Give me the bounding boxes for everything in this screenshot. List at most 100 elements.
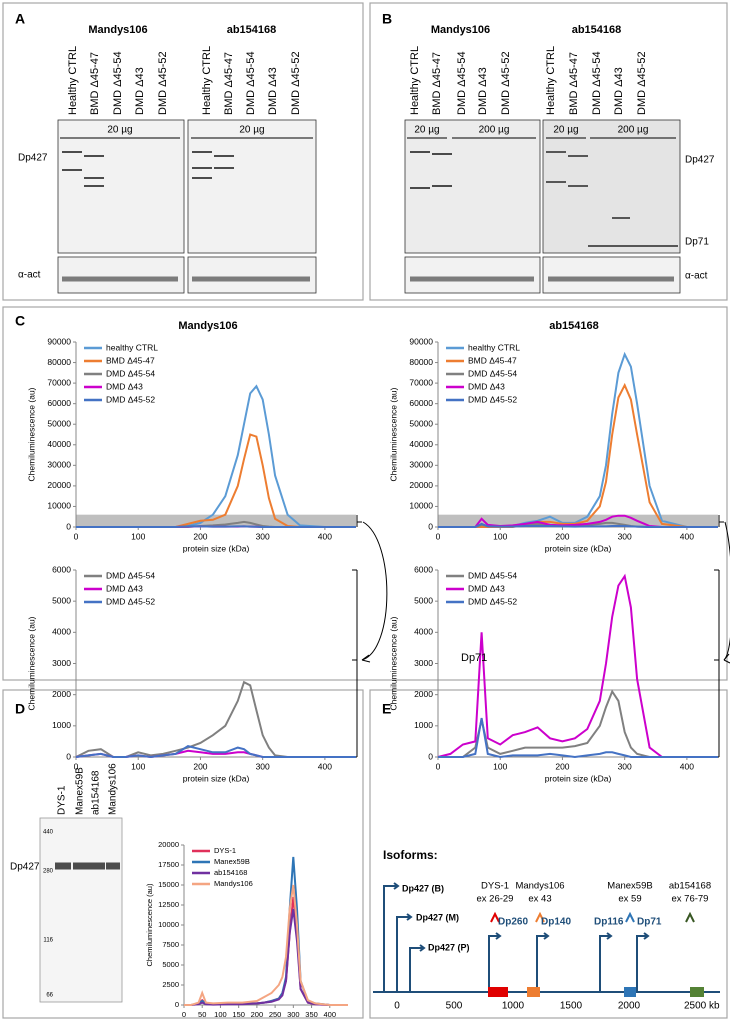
y-axis-label: Chemiluminescence (au) <box>26 387 36 481</box>
y-tick-label: 0 <box>66 751 71 761</box>
scale-label: 1000 <box>502 1001 525 1012</box>
protein-label: Dp427 <box>10 862 40 873</box>
y-tick-label: 6000 <box>414 564 433 574</box>
y-tick-label: 6000 <box>52 564 71 574</box>
lane-label: Healthy CTRL <box>545 46 557 115</box>
lane-label: DMD Δ43 <box>477 67 489 115</box>
protein-label: Dp71 <box>685 237 709 248</box>
antibody-label: ab154168 <box>227 24 277 36</box>
scale-label: 0 <box>394 1001 400 1012</box>
series-line <box>438 351 718 528</box>
lane-label: Manex59B <box>75 767 86 815</box>
panel-label: E <box>382 701 391 717</box>
isoform-label: Dp116 <box>594 917 624 928</box>
legend-label: DMD Δ43 <box>468 583 505 593</box>
x-tick-label: 400 <box>318 761 332 771</box>
y-tick-label: 10000 <box>158 920 179 929</box>
y-tick-label: 5000 <box>414 595 433 605</box>
legend-label: Mandys106 <box>214 879 253 888</box>
isoform-label: Dp140 <box>541 917 571 928</box>
legend-label: DMD Δ45-54 <box>468 368 517 378</box>
y-tick-label: 2000 <box>414 689 433 699</box>
x-axis-label: protein size (kDa) <box>545 543 612 553</box>
lane-label: Healthy CTRL <box>67 46 79 115</box>
series-line <box>75 745 356 759</box>
y-tick-label: 0 <box>175 1000 179 1009</box>
lane-label: DMD Δ45-54 <box>456 51 468 115</box>
y-tick-label: 15000 <box>158 880 179 889</box>
lane-label: BMD Δ45-47 <box>568 52 580 115</box>
panel-d-frame <box>2 689 364 1019</box>
y-tick-label: 40000 <box>47 439 71 449</box>
y-tick-label: 80000 <box>47 357 71 367</box>
legend-label: DMD Δ45-54 <box>106 570 155 580</box>
y-tick-label: 5000 <box>162 960 179 969</box>
panel-label: D <box>15 701 25 717</box>
legend-label: BMD Δ45-47 <box>468 355 517 365</box>
scale-label: 2000 <box>618 1001 641 1012</box>
panel-label: B <box>382 11 392 27</box>
epitope-name: ab154168 <box>669 881 711 892</box>
x-tick-label: 400 <box>318 531 332 541</box>
scale-label: 1500 <box>560 1001 583 1012</box>
lane-label: DMD Δ43 <box>613 67 625 115</box>
legend-label: DMD Δ45-54 <box>106 368 155 378</box>
ladder-label: 66 <box>46 993 53 999</box>
y-tick-label: 60000 <box>409 398 433 408</box>
x-tick-label: 200 <box>193 761 207 771</box>
promoter-label: Dp427 (M) <box>416 912 459 922</box>
series-line <box>184 856 348 1006</box>
series-line <box>76 525 356 528</box>
scale-label: 2500 kb <box>684 1001 720 1012</box>
legend-label: healthy CTRL <box>468 342 520 352</box>
x-tick-label: 0 <box>182 1010 186 1019</box>
y-tick-label: 2000 <box>52 689 71 699</box>
blot-bands <box>55 151 678 870</box>
protein-label: α-act <box>18 270 41 281</box>
chart-title: Mandys106 <box>178 320 237 332</box>
panel-a-frame <box>2 2 364 301</box>
legend-label: DMD Δ45-52 <box>468 394 517 404</box>
antibody-label: ab154168 <box>572 24 622 36</box>
epitope-name: Mandys106 <box>515 881 564 892</box>
isoform-label: Dp260 <box>498 917 528 928</box>
x-tick-label: 300 <box>287 1010 300 1019</box>
y-tick-label: 0 <box>428 751 433 761</box>
series-line <box>184 896 348 1006</box>
x-tick-label: 400 <box>680 531 694 541</box>
legend-label: healthy CTRL <box>106 342 158 352</box>
y-axis-label: Chemiluminescence (au) <box>388 387 398 481</box>
ladder-label: 280 <box>43 869 54 875</box>
panel-c-frame <box>2 306 728 681</box>
y-tick-label: 90000 <box>409 336 433 346</box>
legend-label: DMD Δ43 <box>468 381 505 391</box>
lane-label: DMD Δ43 <box>267 67 279 115</box>
epitope-exons: ex 76-79 <box>672 894 709 905</box>
x-tick-label: 300 <box>256 761 270 771</box>
y-tick-label: 30000 <box>47 460 71 470</box>
x-tick-label: 100 <box>493 761 507 771</box>
series-line <box>76 433 356 528</box>
legend-label: Manex59B <box>214 857 250 866</box>
lane-label: DMD Δ45-54 <box>112 51 124 115</box>
y-tick-label: 2500 <box>162 980 179 989</box>
y-tick-label: 1000 <box>414 720 433 730</box>
promoter-label: Dp427 (P) <box>428 942 470 952</box>
y-axis-label: Chemiluminescence (au) <box>388 616 398 710</box>
chart-title: ab154168 <box>549 320 599 332</box>
antibody-label: Mandys106 <box>88 24 147 36</box>
x-axis-label: protein size (kDa) <box>183 543 250 553</box>
y-tick-label: 70000 <box>47 377 71 387</box>
load-label: 20 µg <box>107 125 132 136</box>
lane-label: BMD Δ45-47 <box>89 52 101 115</box>
ladder-label: 440 <box>43 830 54 836</box>
lane-label: Healthy CTRL <box>201 46 213 115</box>
lane-label: DMD Δ45-52 <box>636 51 648 115</box>
lane-label: DMD Δ45-52 <box>500 51 512 115</box>
y-tick-label: 5000 <box>52 595 71 605</box>
y-tick-label: 80000 <box>409 357 433 367</box>
y-tick-label: 1000 <box>52 720 71 730</box>
x-tick-label: 400 <box>680 761 694 771</box>
y-tick-label: 3000 <box>414 658 433 668</box>
